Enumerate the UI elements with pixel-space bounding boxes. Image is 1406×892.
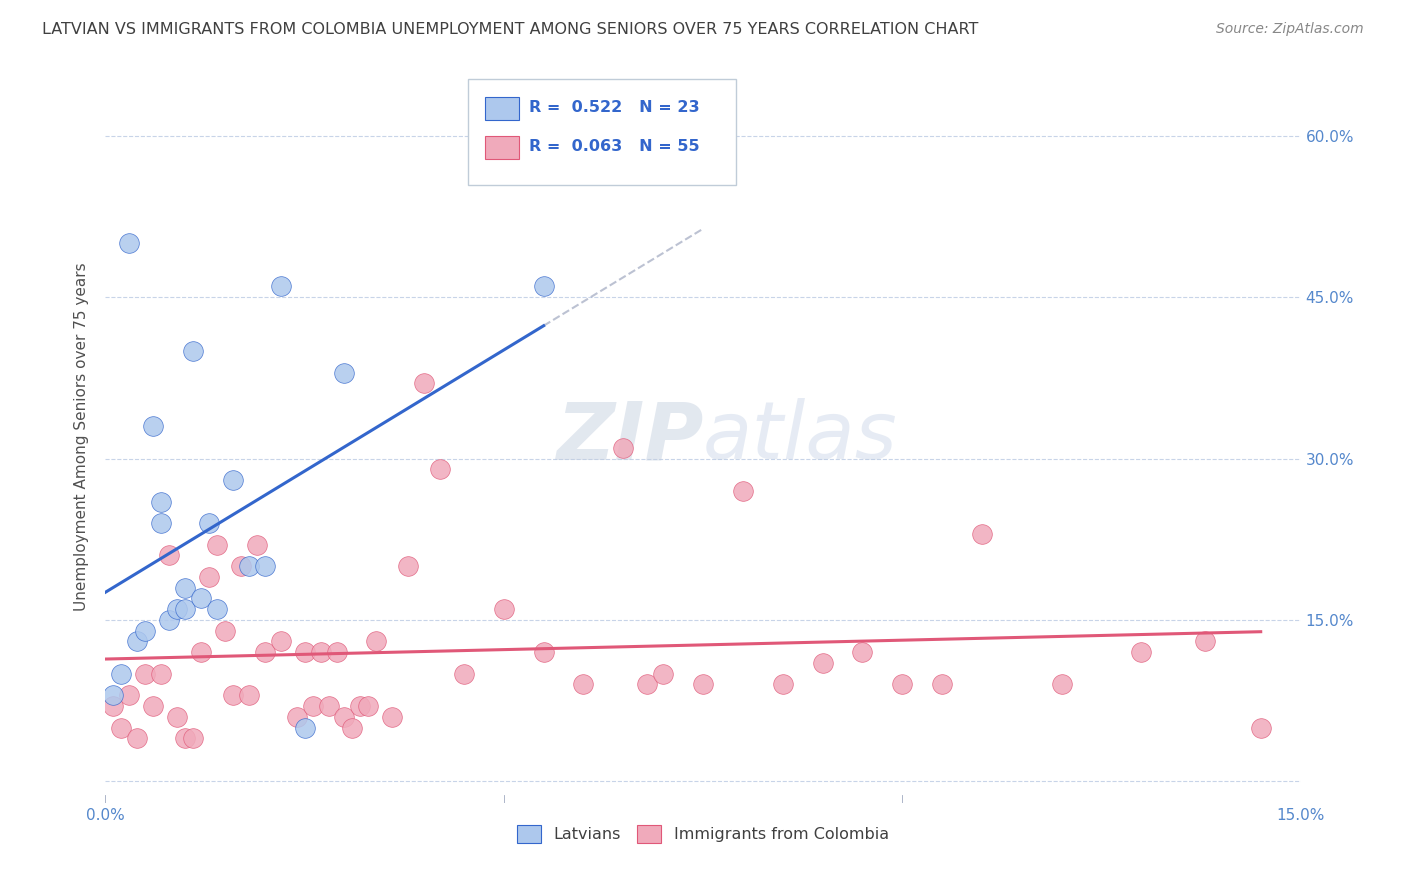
Point — [181, 344, 204, 359]
Point — [103, 698, 125, 713]
Point — [246, 538, 269, 552]
Text: R =  0.522   N = 23: R = 0.522 N = 23 — [529, 100, 699, 115]
Point — [309, 645, 332, 659]
Point — [325, 645, 347, 659]
Point — [142, 698, 165, 713]
Point — [166, 602, 188, 616]
Point — [285, 710, 308, 724]
Point — [103, 688, 125, 702]
Point — [157, 549, 180, 563]
Point — [174, 581, 197, 595]
Point — [1050, 677, 1073, 691]
Point — [429, 462, 451, 476]
Point — [612, 441, 634, 455]
Point — [811, 656, 834, 670]
Point — [198, 516, 221, 530]
Point — [142, 419, 165, 434]
Point — [238, 559, 260, 574]
Point — [127, 634, 149, 648]
Point — [150, 666, 173, 681]
Point — [333, 710, 356, 724]
Point — [174, 602, 197, 616]
Point — [931, 677, 953, 691]
Point — [150, 494, 173, 508]
Point — [1130, 645, 1153, 659]
Point — [110, 721, 132, 735]
Text: Source: ZipAtlas.com: Source: ZipAtlas.com — [1216, 22, 1364, 37]
Point — [413, 376, 436, 391]
Point — [396, 559, 419, 574]
Point — [294, 721, 316, 735]
Point — [238, 688, 260, 702]
FancyBboxPatch shape — [468, 78, 737, 185]
Point — [381, 710, 404, 724]
Point — [222, 688, 245, 702]
Point — [198, 570, 221, 584]
Point — [229, 559, 252, 574]
Point — [190, 591, 212, 606]
Text: R =  0.063   N = 55: R = 0.063 N = 55 — [529, 139, 699, 154]
Point — [134, 666, 156, 681]
Point — [731, 483, 754, 498]
Point — [253, 559, 276, 574]
Point — [181, 731, 204, 746]
Point — [166, 710, 188, 724]
Point — [318, 698, 340, 713]
Point — [294, 645, 316, 659]
Point — [533, 279, 555, 293]
Point — [214, 624, 236, 638]
Point — [150, 516, 173, 530]
Point — [110, 666, 132, 681]
FancyBboxPatch shape — [485, 97, 519, 120]
Y-axis label: Unemployment Among Seniors over 75 years: Unemployment Among Seniors over 75 years — [75, 263, 90, 611]
Point — [174, 731, 197, 746]
Point — [118, 688, 141, 702]
Point — [127, 731, 149, 746]
Point — [772, 677, 794, 691]
Point — [270, 279, 292, 293]
Point — [492, 602, 515, 616]
Point — [533, 645, 555, 659]
Point — [205, 602, 228, 616]
Point — [453, 666, 475, 681]
Point — [572, 677, 595, 691]
Point — [1250, 721, 1272, 735]
Point — [253, 645, 276, 659]
Point — [636, 677, 658, 691]
Point — [357, 698, 380, 713]
Point — [692, 677, 714, 691]
Point — [190, 645, 212, 659]
Point — [1194, 634, 1216, 648]
Point — [333, 366, 356, 380]
Point — [851, 645, 873, 659]
Point — [342, 721, 364, 735]
Point — [222, 473, 245, 487]
Legend: Latvians, Immigrants from Colombia: Latvians, Immigrants from Colombia — [510, 819, 896, 850]
Point — [157, 613, 180, 627]
FancyBboxPatch shape — [485, 136, 519, 159]
Point — [970, 527, 993, 541]
Point — [366, 634, 388, 648]
Point — [270, 634, 292, 648]
Text: atlas: atlas — [703, 398, 898, 476]
Point — [652, 666, 675, 681]
Point — [118, 236, 141, 251]
Text: LATVIAN VS IMMIGRANTS FROM COLOMBIA UNEMPLOYMENT AMONG SENIORS OVER 75 YEARS COR: LATVIAN VS IMMIGRANTS FROM COLOMBIA UNEM… — [42, 22, 979, 37]
Point — [349, 698, 371, 713]
Text: ZIP: ZIP — [555, 398, 703, 476]
Point — [301, 698, 323, 713]
Point — [134, 624, 156, 638]
Point — [205, 538, 228, 552]
Point — [891, 677, 914, 691]
